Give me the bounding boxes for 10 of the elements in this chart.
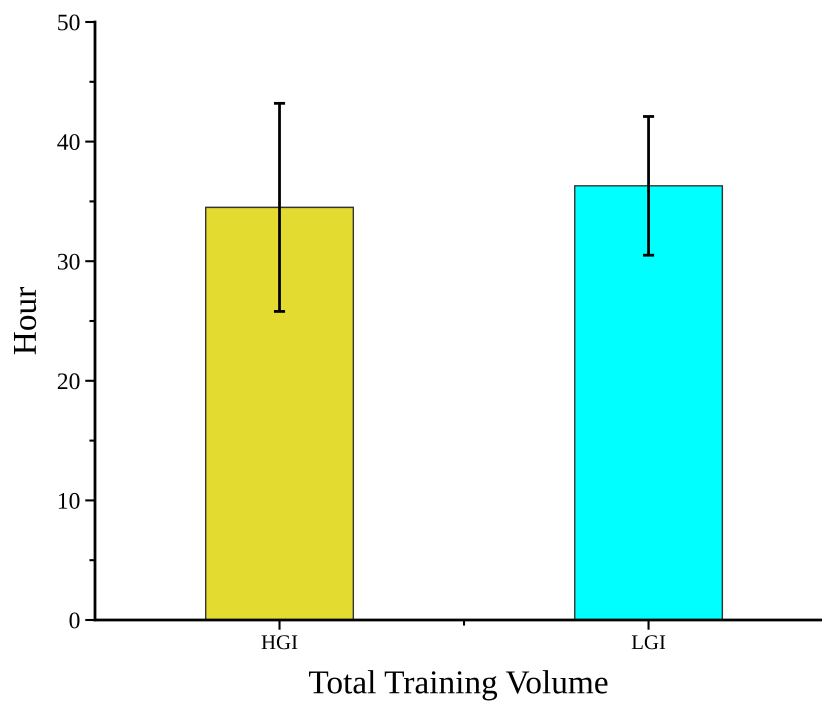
x-axis-title: Total Training Volume bbox=[308, 670, 608, 700]
y-tick-label: 40 bbox=[57, 134, 80, 150]
y-tick-label: 0 bbox=[70, 612, 80, 628]
y-tick-label: 20 bbox=[58, 373, 80, 390]
x-tick-label: HGI bbox=[262, 635, 298, 650]
x-tick-label: LGI bbox=[632, 635, 666, 650]
y-axis-title: Hour bbox=[14, 287, 36, 354]
y-tick-label: 30 bbox=[58, 254, 80, 270]
y-tick-label: 50 bbox=[58, 14, 80, 30]
y-tick-label: 10 bbox=[58, 492, 80, 509]
